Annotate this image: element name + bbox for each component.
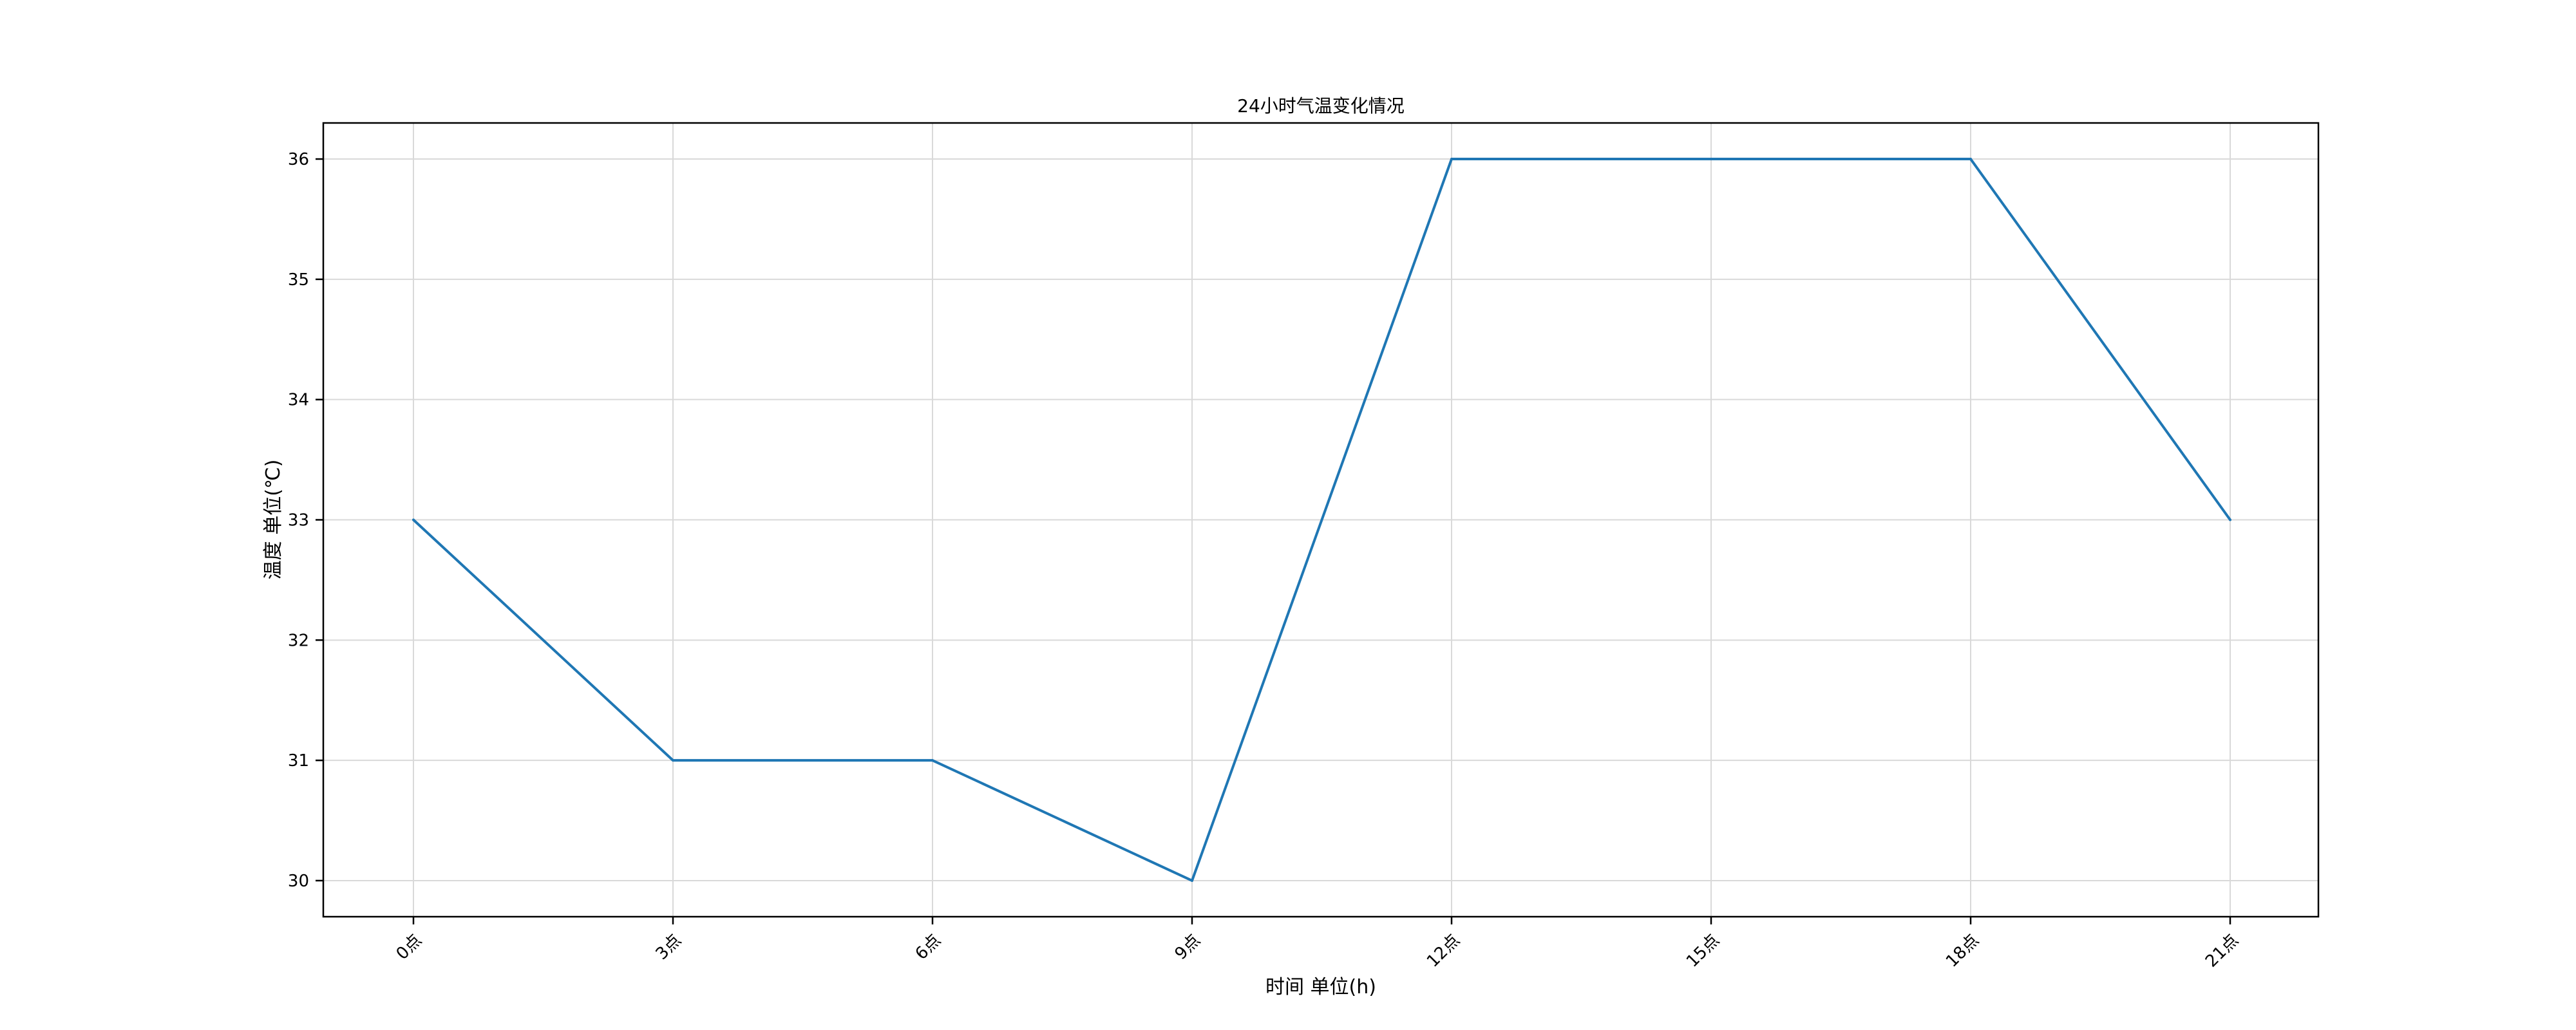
y-tick-label: 32 [288,631,309,650]
y-axis-label: 温度 单位(℃) [262,460,285,580]
x-tick-label: 9点 [1171,931,1204,964]
x-tick-label: 12点 [1423,931,1464,971]
x-tick-label: 6点 [912,931,945,964]
x-tick-label: 15点 [1683,931,1723,971]
data-point [672,759,674,762]
axis-ticks: 0点 3点 6点 9点 12点 15点 18点 21点 30 31 32 33 34 35 36 [288,150,2242,971]
x-tick-label: 18点 [1942,931,1983,971]
data-point [2229,518,2231,521]
x-axis-label: 时间 单位(h) [1265,976,1376,998]
data-point [931,759,934,762]
y-tick-label: 33 [288,511,309,530]
x-tick-label: 3点 [652,931,685,964]
data-point [1969,158,1972,161]
data-point [1450,158,1453,161]
series-line [412,158,2231,882]
y-tick-label: 35 [288,270,309,290]
grid-lines [323,123,2318,917]
x-tick-label: 21点 [2202,931,2242,971]
x-tick-label: 0点 [393,931,426,964]
y-tick-label: 30 [288,872,309,891]
y-tick-label: 34 [288,391,309,410]
data-point [1710,158,1712,161]
series-layer [412,158,2231,882]
y-tick-label: 36 [288,150,309,169]
data-point [412,518,415,521]
data-point [1191,879,1193,882]
chart-title: 24小时气温变化情况 [1237,95,1405,117]
y-tick-label: 31 [288,751,309,771]
